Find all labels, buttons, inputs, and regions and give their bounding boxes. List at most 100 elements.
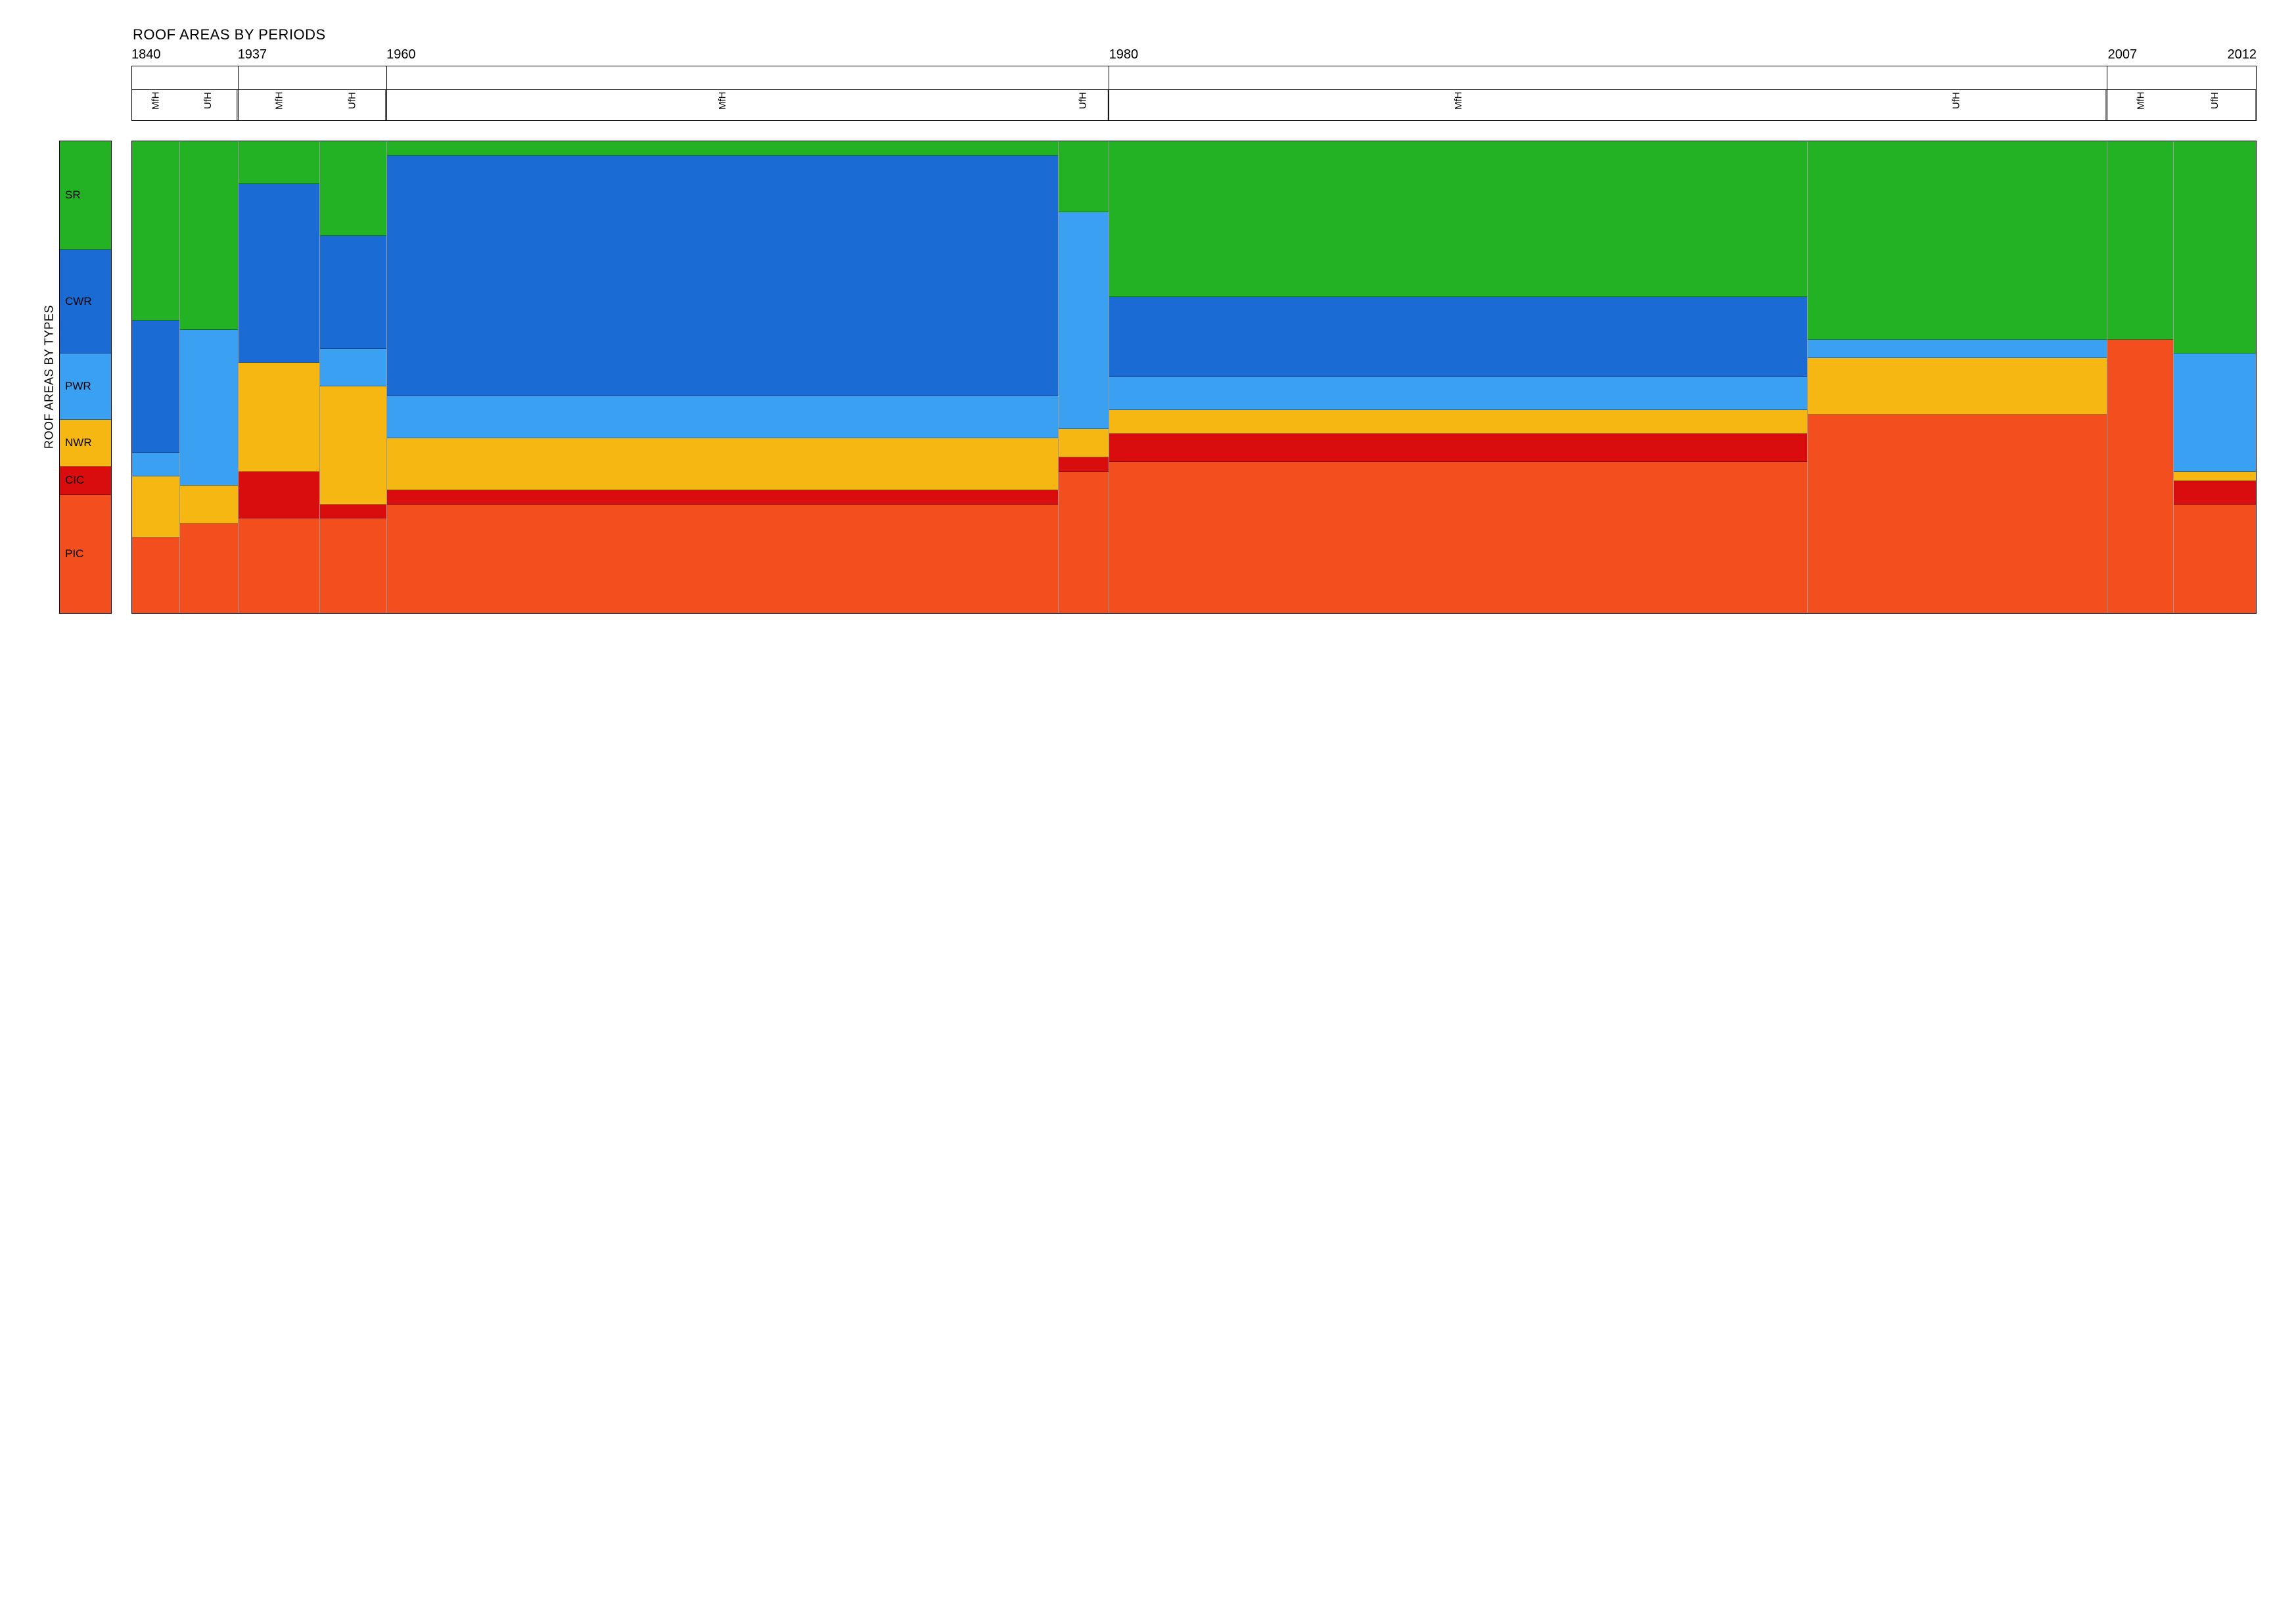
chart-column	[1808, 141, 2107, 613]
period-year-label: 2007	[2108, 47, 2138, 62]
period-sub-row: MfHUfH	[132, 90, 238, 120]
legend-segment-cwr: CWR	[60, 250, 111, 354]
top-axis-title: ROOF AREAS BY PERIODS	[131, 26, 2257, 47]
legend-segment-cic: CIC	[60, 467, 111, 495]
chart-segment-pic	[132, 537, 179, 613]
chart-segment-nwr	[1808, 358, 2107, 415]
chart-segment-pic	[239, 518, 319, 613]
chart-column	[2107, 141, 2174, 613]
chart-segment-pic	[387, 505, 1058, 613]
legend-segment-nwr: NWR	[60, 420, 111, 467]
chart-segment-sr	[320, 141, 386, 236]
chart-segment-cwr	[387, 156, 1058, 396]
period-sub-label: UfH	[1807, 90, 2106, 120]
type-legend-column: SRCWRPWRNWRCICPIC	[59, 141, 112, 614]
period-header-blank	[1109, 66, 2107, 90]
chart-segment-sr	[1808, 141, 2107, 340]
chart-segment-cwr	[1109, 297, 1807, 377]
period-sub-row: MfHUfH	[239, 90, 386, 120]
period-sub-row: MfHUfH	[1109, 90, 2107, 120]
period-header-cell: MfHUfH	[1109, 66, 2107, 120]
chart-segment-pic	[1808, 415, 2107, 613]
period-sub-label: MfH	[2107, 90, 2174, 120]
chart-segment-pwr	[1059, 212, 1109, 429]
period-sub-row: MfHUfH	[387, 90, 1109, 120]
chart-segment-cic	[387, 490, 1058, 505]
period-sub-label: UfH	[2174, 90, 2256, 120]
period-year-label: 1937	[238, 47, 267, 62]
chart-segment-sr	[180, 141, 238, 330]
chart-segment-cic	[1059, 457, 1109, 472]
chart-segment-pwr	[180, 330, 238, 486]
period-header-cell: MfHUfH	[387, 66, 1109, 120]
period-sub-label: UfH	[179, 90, 237, 120]
chart-segment-nwr	[239, 363, 319, 471]
period-year-label: 1980	[1109, 47, 1139, 62]
period-year-label: 2012	[2228, 47, 2257, 62]
period-header-table: MfHUfHMfHUfHMfHUfHMfHUfHMfHUfH	[131, 66, 2257, 121]
chart-segment-nwr	[1059, 429, 1109, 457]
chart-segment-cic	[239, 472, 319, 519]
period-sub-row: MfHUfH	[2107, 90, 2256, 120]
period-sub-label: MfH	[132, 90, 179, 120]
gap	[39, 121, 2257, 141]
chart-segment-pic	[2107, 340, 2174, 613]
period-header-blank	[239, 66, 386, 90]
period-header-cell: MfHUfH	[2107, 66, 2256, 120]
period-sub-label: MfH	[387, 90, 1058, 120]
chart-column	[180, 141, 239, 613]
period-sub-label: MfH	[1109, 90, 1808, 120]
chart-segment-pwr	[320, 349, 386, 386]
chart-segment-cwr	[320, 236, 386, 349]
chart-segment-pwr	[1808, 340, 2107, 359]
chart-segment-cic	[1109, 434, 1807, 462]
chart-segment-pwr	[132, 453, 179, 476]
chart-segment-nwr	[387, 438, 1058, 490]
period-year-labels: 1840 1937 1960 1980 2007 2012	[131, 47, 2257, 66]
period-header-blank	[2107, 66, 2256, 90]
roof-areas-mosaic-chart: ROOF AREAS BY PERIODS 1840 1937 1960 1980 20…	[39, 26, 2257, 614]
chart-segment-cwr	[239, 184, 319, 363]
chart-segment-nwr	[2174, 472, 2255, 481]
chart-column	[1059, 141, 1109, 613]
chart-segment-nwr	[320, 386, 386, 505]
period-year-label: 1960	[386, 47, 416, 62]
chart-segment-pic	[1059, 472, 1109, 613]
chart-column	[132, 141, 180, 613]
period-header-blank	[387, 66, 1109, 90]
chart-segment-pic	[2174, 505, 2255, 613]
legend-segment-sr: SR	[60, 141, 111, 250]
chart-column	[2174, 141, 2255, 613]
period-sub-label: UfH	[319, 90, 386, 120]
legend-segment-pwr: PWR	[60, 354, 111, 420]
chart-segment-sr	[239, 141, 319, 184]
mosaic-chart-area	[131, 141, 2257, 614]
chart-column	[320, 141, 387, 613]
chart-segment-sr	[387, 141, 1058, 156]
chart-segment-sr	[2174, 141, 2255, 354]
chart-segment-sr	[132, 141, 179, 321]
period-header-blank	[132, 66, 238, 90]
chart-segment-nwr	[132, 476, 179, 537]
period-sub-label: MfH	[239, 90, 320, 120]
chart-segment-pwr	[2174, 354, 2255, 472]
chart-segment-pwr	[387, 396, 1058, 439]
chart-segment-cwr	[132, 321, 179, 453]
chart-column	[1109, 141, 1808, 613]
chart-column	[239, 141, 320, 613]
chart-segment-cic	[320, 505, 386, 519]
period-sub-label: UfH	[1058, 90, 1109, 120]
chart-segment-cic	[2174, 481, 2255, 505]
period-header-cell: MfHUfH	[239, 66, 387, 120]
legend-segment-pic: PIC	[60, 495, 111, 613]
chart-segment-nwr	[1109, 410, 1807, 434]
left-axis-title: ROOF AREAS BY TYPES	[39, 141, 59, 614]
period-year-label: 1840	[131, 47, 161, 62]
chart-column	[387, 141, 1059, 613]
chart-segment-pic	[1109, 462, 1807, 613]
chart-segment-nwr	[180, 486, 238, 523]
chart-segment-pwr	[1109, 377, 1807, 410]
period-header-cell: MfHUfH	[132, 66, 239, 120]
chart-segment-sr	[1109, 141, 1807, 297]
chart-segment-sr	[1059, 141, 1109, 212]
